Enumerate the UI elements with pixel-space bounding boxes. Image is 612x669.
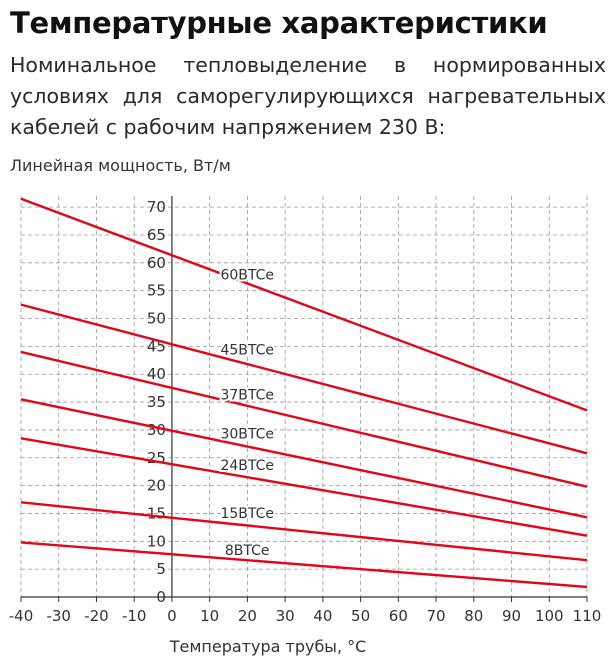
y-tick-label: 70	[147, 198, 166, 216]
series-line	[20, 398, 588, 519]
y-tick-label: 65	[147, 226, 166, 244]
series-label: 37BTCe	[220, 387, 274, 403]
x-tick-label: 40	[313, 607, 332, 625]
y-tick-label: 50	[147, 310, 166, 328]
x-tick-label: 10	[200, 607, 219, 625]
x-tick-label: 0	[167, 607, 177, 625]
series-line	[20, 303, 588, 455]
x-tick-label: -40	[9, 607, 34, 625]
page-title: Температурные характеристики	[10, 6, 548, 40]
series-line	[20, 437, 588, 537]
intro-line-2: условиях для саморегулирующихся нагреват…	[10, 84, 606, 108]
y-tick-label: 40	[147, 365, 166, 383]
y-tick-label: 5	[156, 560, 166, 578]
y-tick-label: 55	[147, 282, 166, 300]
series-line	[20, 501, 588, 562]
series-label: 45BTCe	[220, 343, 274, 359]
x-tick-label: 110	[573, 607, 602, 625]
series-line	[20, 197, 588, 412]
series-line	[20, 350, 588, 488]
x-tick-label: -20	[84, 607, 109, 625]
x-tick-label: 50	[351, 607, 370, 625]
y-tick-label: 20	[147, 477, 166, 495]
y-tick-label: 0	[156, 588, 166, 606]
x-tick-label: 70	[427, 607, 446, 625]
x-tick-label: -30	[46, 607, 71, 625]
chart-series: 60BTCe 45BTCe 37BTCe 30BTCe 24BTCe 15BTCe 8BTC…	[20, 197, 588, 589]
series-label: 60BTCe	[220, 268, 274, 284]
chart-grid	[20, 196, 588, 602]
x-tick-label: -10	[122, 607, 147, 625]
y-tick-label: 15	[147, 504, 166, 522]
series-line	[20, 541, 588, 589]
y-axis-label: Линейная мощность, Вт/м	[10, 156, 231, 175]
x-tick-label: 100	[535, 607, 564, 625]
y-tick-label: 60	[147, 254, 166, 272]
series-label: 8BTCe	[225, 543, 270, 559]
y-tick-label: 25	[147, 449, 166, 467]
x-tick-label: 80	[464, 607, 483, 625]
x-tick-label: 90	[502, 607, 521, 625]
series-label: 24BTCe	[220, 458, 274, 474]
y-tick-label: 35	[147, 393, 166, 411]
x-tick-label: 20	[238, 607, 257, 625]
x-axis-label: Температура трубы, °C	[169, 637, 367, 656]
y-tick-label: 10	[147, 532, 166, 550]
intro-line-3: кабелей с рабочим напряжением 230 В:	[10, 115, 446, 139]
x-tick-label: 60	[389, 607, 408, 625]
intro-text: Номинальное тепловыделение в нормированн…	[10, 50, 606, 143]
x-tick-labels: -40 -30 -20 -10 0 10 20 30 40 50 60 70 80 90 100 110	[9, 607, 602, 625]
series-label: 30BTCe	[220, 426, 274, 442]
intro-line-1: Номинальное тепловыделение в нормированн…	[10, 53, 606, 77]
series-label: 15BTCe	[220, 506, 274, 522]
x-tick-label: 30	[276, 607, 295, 625]
